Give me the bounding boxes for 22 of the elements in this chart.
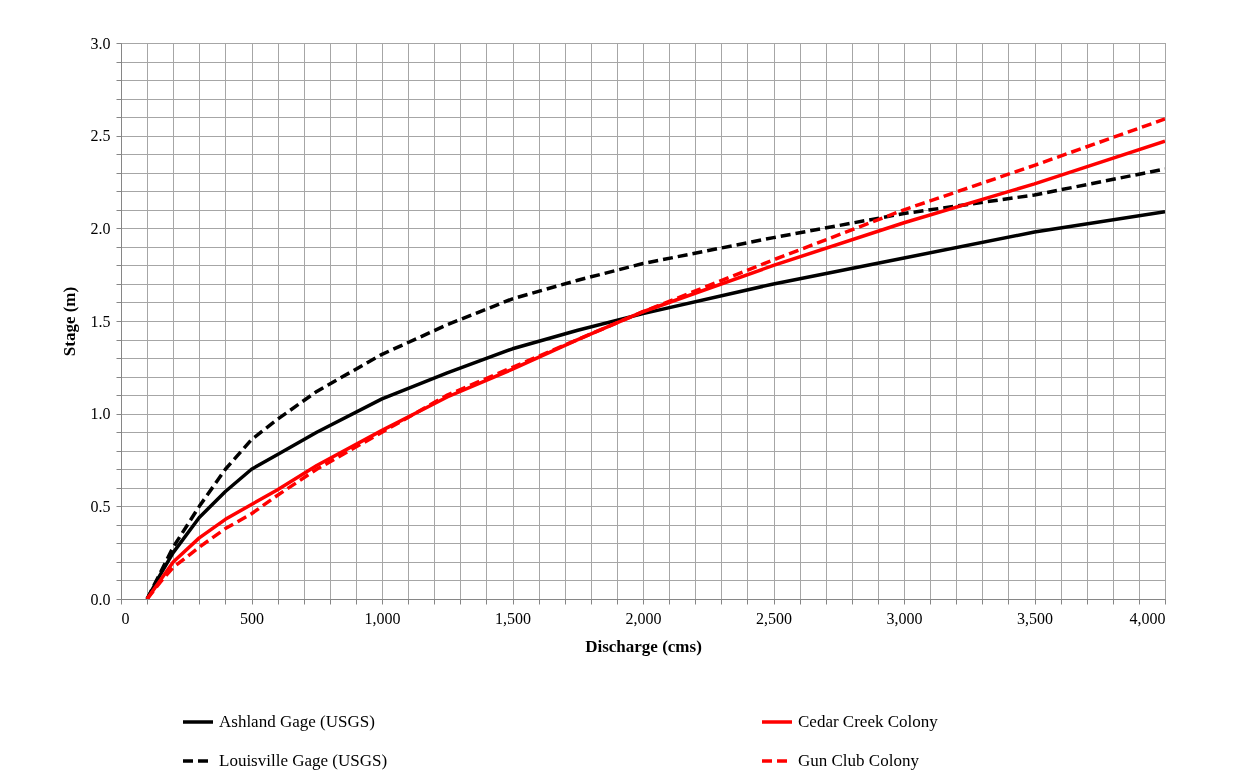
x-tick-label: 1,500 xyxy=(495,609,531,627)
legend-label: Cedar Creek Colony xyxy=(798,712,939,731)
x-tick-label: 4,000 xyxy=(1129,609,1166,627)
x-axis-title: Discharge (cms) xyxy=(585,636,702,656)
y-tick-label: 0.0 xyxy=(90,590,111,608)
y-tick-label: 2.5 xyxy=(90,127,111,145)
x-tick-label: 2,000 xyxy=(625,609,662,627)
legend-label: Ashland Gage (USGS) xyxy=(219,712,375,731)
y-tick-label: 2.0 xyxy=(90,219,111,237)
x-tick-label: 2,500 xyxy=(756,609,792,627)
x-tick-label: 500 xyxy=(240,609,264,627)
y-tick-label: 0.5 xyxy=(90,497,111,515)
y-tick-label: 1.0 xyxy=(90,405,111,423)
legend-label: Louisville Gage (USGS) xyxy=(219,751,388,770)
x-tick-label: 0 xyxy=(121,609,130,627)
y-tick-label: 3.0 xyxy=(90,34,111,52)
x-tick-label: 1,000 xyxy=(364,609,401,627)
x-tick-label: 3,500 xyxy=(1017,609,1053,627)
y-tick-label: 1.5 xyxy=(90,312,111,330)
y-axis-title: Stage (m) xyxy=(59,286,79,357)
x-tick-label: 3,000 xyxy=(886,609,923,627)
legend-label: Gun Club Colony xyxy=(798,751,920,770)
